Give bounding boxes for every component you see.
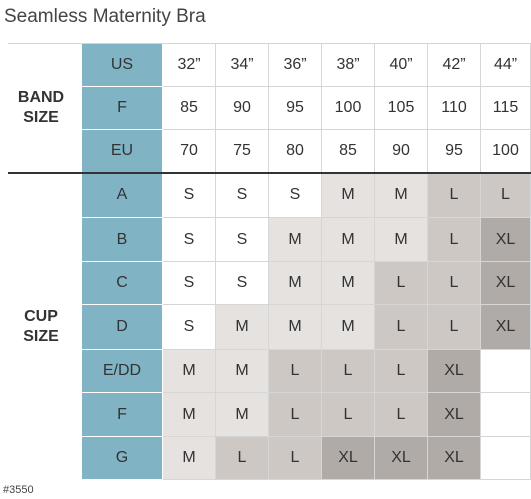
row-label: C bbox=[82, 262, 163, 305]
cell: 44” bbox=[481, 43, 531, 87]
row-label: D bbox=[82, 305, 163, 350]
cell: 32” bbox=[163, 43, 216, 87]
cell: M bbox=[216, 393, 269, 437]
cell: M bbox=[375, 218, 428, 262]
cell: 75 bbox=[216, 130, 269, 173]
cell: L bbox=[322, 350, 375, 393]
cell bbox=[481, 437, 531, 480]
cell bbox=[481, 350, 531, 393]
cell: 90 bbox=[375, 130, 428, 173]
cell: L bbox=[428, 218, 481, 262]
cell bbox=[481, 393, 531, 437]
cell: XL bbox=[428, 350, 481, 393]
section-label: CUP SIZE bbox=[23, 307, 59, 345]
row-label: US bbox=[82, 43, 163, 87]
cell: 105 bbox=[375, 87, 428, 130]
cell: L bbox=[428, 305, 481, 350]
cell: XL bbox=[375, 437, 428, 480]
cell: M bbox=[163, 350, 216, 393]
cell: 70 bbox=[163, 130, 216, 173]
cell: 85 bbox=[163, 87, 216, 130]
cell: S bbox=[163, 173, 216, 218]
cell: S bbox=[269, 173, 322, 218]
cell: M bbox=[269, 218, 322, 262]
cell: 100 bbox=[481, 130, 531, 173]
cell: S bbox=[216, 218, 269, 262]
row-label: B bbox=[82, 218, 163, 262]
cell: XL bbox=[481, 218, 531, 262]
product-code: #3550 bbox=[3, 484, 34, 496]
cell: 38” bbox=[322, 43, 375, 87]
cell: L bbox=[269, 393, 322, 437]
cell: 115 bbox=[481, 87, 531, 130]
cell: 100 bbox=[322, 87, 375, 130]
row-label: A bbox=[82, 173, 163, 218]
cell: L bbox=[375, 262, 428, 305]
cell: M bbox=[269, 262, 322, 305]
title: Seamless Maternity Bra bbox=[4, 6, 206, 27]
cell: M bbox=[322, 305, 375, 350]
cell: S bbox=[163, 262, 216, 305]
cell: 42” bbox=[428, 43, 481, 87]
cell: S bbox=[216, 262, 269, 305]
cell: 95 bbox=[428, 130, 481, 173]
cell: L bbox=[428, 262, 481, 305]
cell: L bbox=[322, 393, 375, 437]
cell: L bbox=[375, 393, 428, 437]
cell: 110 bbox=[428, 87, 481, 130]
cell: M bbox=[322, 218, 375, 262]
cell: S bbox=[216, 173, 269, 218]
cell: M bbox=[163, 437, 216, 480]
cell: 36” bbox=[269, 43, 322, 87]
cell: M bbox=[322, 173, 375, 218]
cell: L bbox=[216, 437, 269, 480]
cell: XL bbox=[481, 262, 531, 305]
cell: XL bbox=[322, 437, 375, 480]
cell: L bbox=[269, 350, 322, 393]
cell: M bbox=[216, 350, 269, 393]
section-label: BAND SIZE bbox=[17, 89, 65, 126]
cell: M bbox=[163, 393, 216, 437]
cell: M bbox=[216, 305, 269, 350]
cell: 40” bbox=[375, 43, 428, 87]
cell: M bbox=[269, 305, 322, 350]
cell: M bbox=[375, 173, 428, 218]
cell: L bbox=[481, 173, 531, 218]
cell: XL bbox=[428, 393, 481, 437]
row-label: G bbox=[82, 437, 163, 480]
cell: XL bbox=[428, 437, 481, 480]
cell: S bbox=[163, 218, 216, 262]
divider bbox=[8, 172, 531, 174]
cell: 85 bbox=[322, 130, 375, 173]
cell: L bbox=[428, 173, 481, 218]
row-label: EU bbox=[82, 130, 163, 173]
top-border bbox=[8, 43, 531, 44]
cell: L bbox=[375, 305, 428, 350]
cell: L bbox=[375, 350, 428, 393]
cell: XL bbox=[481, 305, 531, 350]
cell: 90 bbox=[216, 87, 269, 130]
row-label: E/DD bbox=[82, 350, 163, 393]
cell: 80 bbox=[269, 130, 322, 173]
row-label: F bbox=[82, 87, 163, 130]
cell: S bbox=[163, 305, 216, 350]
cell: 95 bbox=[269, 87, 322, 130]
cell: 34” bbox=[216, 43, 269, 87]
row-label: F bbox=[82, 393, 163, 437]
cell: L bbox=[269, 437, 322, 480]
cell: M bbox=[322, 262, 375, 305]
